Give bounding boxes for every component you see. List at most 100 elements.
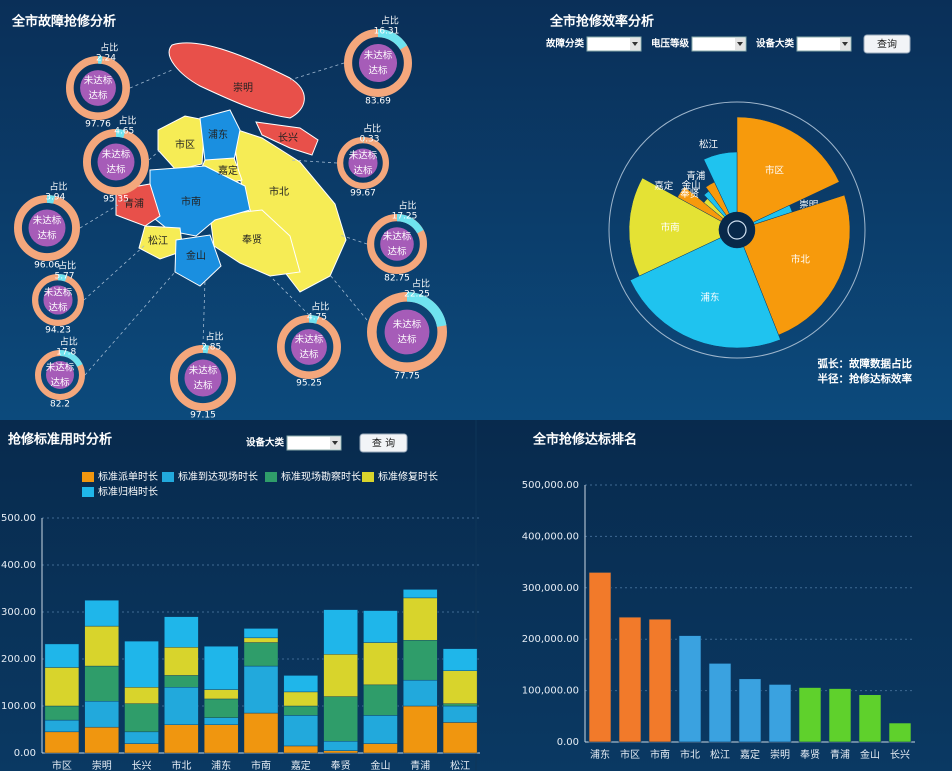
ring-met xyxy=(343,29,412,98)
y-tick-label: 400,000.00 xyxy=(522,531,579,542)
district-area xyxy=(174,234,222,287)
query-button[interactable] xyxy=(359,433,408,453)
district-label: 崇明 xyxy=(233,82,253,94)
ring-ratio-value: 17.8 xyxy=(56,348,76,358)
ring-ratio xyxy=(66,56,130,121)
legend-label: 标准归档时长 xyxy=(98,485,158,498)
query-button[interactable] xyxy=(863,34,911,54)
bar xyxy=(708,663,732,743)
bar-segment xyxy=(403,640,438,681)
y-tick-label: 300,000.00 xyxy=(522,583,579,594)
filter-select[interactable] xyxy=(691,36,747,52)
bar xyxy=(858,694,882,743)
bar-segment xyxy=(124,743,159,754)
chart-title: 全市抢修效率分析 xyxy=(549,14,654,30)
district-label: 浦东 xyxy=(208,128,228,141)
slice-label: 奉贤 xyxy=(680,188,700,200)
bar-segment xyxy=(164,687,199,726)
bar-segment xyxy=(84,701,119,728)
ring-met-label: 达标 xyxy=(299,349,319,361)
y-tick-label: 500.00 xyxy=(1,513,36,524)
query-button-label: 查询 xyxy=(877,38,897,51)
bar xyxy=(588,572,612,743)
annotation: 弧长：故障数据占比 xyxy=(818,357,913,370)
ring-unmet-label: 未达标 xyxy=(393,319,422,331)
filter-label: 故障分类 xyxy=(546,38,585,50)
slice-label: 市南 xyxy=(661,221,680,233)
bar-segment xyxy=(44,719,80,733)
ring-core xyxy=(28,209,66,247)
x-tick-label: 崇明 xyxy=(92,760,112,771)
ring-ratio-title: 占比 xyxy=(363,123,381,135)
district-label: 青浦 xyxy=(124,197,144,210)
leader-line xyxy=(79,204,119,229)
district-label: 市北 xyxy=(269,185,289,198)
x-tick-label: 市北 xyxy=(680,748,700,761)
bar-segment xyxy=(243,712,279,754)
bar-segment xyxy=(442,670,478,704)
filter-select[interactable] xyxy=(286,435,342,451)
ring-core xyxy=(291,329,327,365)
district-area xyxy=(115,183,161,227)
bar-segment xyxy=(84,726,119,754)
district-label: 市南 xyxy=(181,195,201,208)
filter-select[interactable] xyxy=(586,36,642,52)
ring-ratio-title: 占比 xyxy=(206,331,224,343)
select-arrow xyxy=(737,42,743,46)
ring-ratio-value: 4.75 xyxy=(307,313,327,323)
district-area xyxy=(168,42,305,119)
ring-rate-value: 82.2 xyxy=(50,400,70,410)
district-area xyxy=(149,165,251,237)
filter-select[interactable] xyxy=(796,36,852,52)
ring-core xyxy=(80,70,116,106)
x-tick-label: 长兴 xyxy=(132,760,152,771)
x-tick-label: 市北 xyxy=(171,759,191,771)
chart-title: 全市故障抢修分析 xyxy=(11,14,116,30)
x-tick-label: 长兴 xyxy=(890,749,910,761)
ring-unmet-label: 未达标 xyxy=(189,365,218,377)
bar-segment xyxy=(323,696,358,742)
y-tick-label: 300.00 xyxy=(1,607,36,618)
x-tick-label: 金山 xyxy=(860,748,880,761)
leader-line xyxy=(339,234,368,245)
ring-met-label: 达标 xyxy=(387,246,407,258)
slice-label: 青浦 xyxy=(686,170,706,182)
ring-ratio xyxy=(367,213,428,274)
ring-met-label: 达标 xyxy=(88,90,108,102)
slice-label: 嘉定 xyxy=(654,180,674,192)
ring-ratio-value: 0.33 xyxy=(359,135,379,145)
bar-segment xyxy=(243,665,279,714)
bar-segment xyxy=(243,628,279,639)
ring-core xyxy=(348,148,378,178)
legend-swatch xyxy=(82,487,94,497)
ring-core xyxy=(43,285,73,315)
bar-segment xyxy=(283,691,319,707)
district-area xyxy=(199,109,241,162)
ring-ratio-title: 占比 xyxy=(100,42,118,54)
bar-segment xyxy=(283,745,319,754)
ring-ratio-title: 占比 xyxy=(50,181,68,193)
ring-unmet-label: 未达标 xyxy=(102,149,131,161)
bar-segment xyxy=(442,722,478,754)
ring-met-label: 达标 xyxy=(353,165,373,177)
district-label: 嘉定 xyxy=(218,164,238,177)
y-tick-label: 200.00 xyxy=(1,654,36,665)
ring-ratio xyxy=(336,137,389,190)
bar-segment xyxy=(124,703,159,733)
chart-title: 全市抢修达标排名 xyxy=(532,432,637,448)
legend-label: 标准修复时长 xyxy=(378,470,438,483)
ring-ratio xyxy=(13,194,80,262)
bar-segment xyxy=(283,675,319,693)
slice-label: 松江 xyxy=(699,139,719,151)
bar-segment xyxy=(203,724,239,754)
x-tick-label: 奉贤 xyxy=(800,748,820,761)
ring-ratio-value: 16.31 xyxy=(374,27,400,37)
bar xyxy=(798,687,822,743)
ring-met-label: 达标 xyxy=(50,377,70,389)
ring-core xyxy=(384,309,430,355)
bar-segment xyxy=(323,741,358,751)
ring-unmet-label: 未达标 xyxy=(33,215,62,227)
ring-unmet-label: 未达标 xyxy=(46,362,75,374)
district-area xyxy=(138,225,184,260)
guide-circle xyxy=(608,101,866,359)
